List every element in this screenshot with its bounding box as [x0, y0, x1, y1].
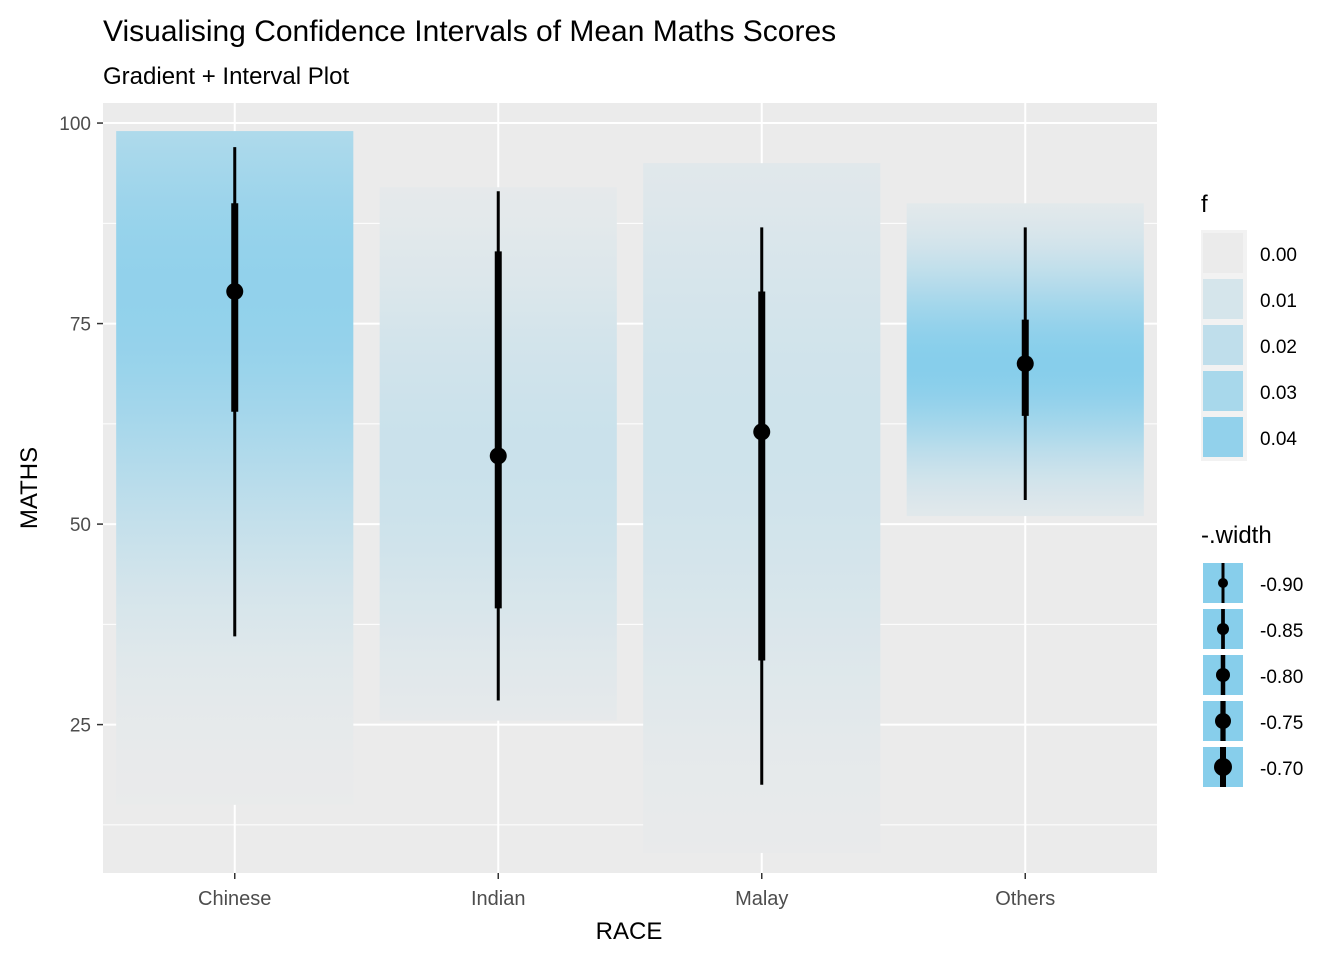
legend-width-point — [1217, 623, 1229, 635]
legend-fill-key — [1203, 233, 1243, 273]
x-tick-label: Chinese — [198, 888, 271, 910]
legend-fill-title: f — [1201, 191, 1208, 218]
y-tick-label: 75 — [70, 315, 91, 336]
legend-fill-label: 0.00 — [1260, 245, 1297, 266]
legend-width-point — [1215, 713, 1231, 729]
legend-fill-label: 0.03 — [1260, 383, 1297, 404]
legend-width-label: -0.75 — [1260, 713, 1303, 734]
legend-width-title: -.width — [1201, 522, 1272, 549]
point-estimate-indian — [489, 447, 507, 465]
legend-fill: f 0.00 0.01 0.02 0.03 0.04 — [1201, 191, 1297, 461]
point-estimate-malay — [753, 423, 771, 441]
x-tick-label: Others — [995, 888, 1055, 910]
point-estimate-chinese — [226, 282, 244, 300]
x-tick-label: Malay — [735, 888, 788, 910]
legend-width-label: -0.90 — [1260, 575, 1303, 596]
legend-width-point — [1216, 668, 1230, 682]
interval-marks — [226, 147, 1034, 785]
y-tick-label: 25 — [70, 716, 91, 737]
x-axis: Chinese Indian Malay Others — [198, 873, 1055, 910]
y-axis: 25 50 75 100 — [59, 114, 103, 737]
y-tick-label: 100 — [59, 114, 91, 135]
chart-title: Visualising Confidence Intervals of Mean… — [103, 15, 836, 48]
legend-width-label: -0.85 — [1260, 621, 1303, 642]
legend-fill-label: 0.02 — [1260, 337, 1297, 358]
point-estimate-others — [1016, 355, 1034, 373]
legend-width-label: -0.70 — [1260, 759, 1303, 780]
y-tick-label: 50 — [70, 515, 91, 536]
x-axis-title: RACE — [596, 918, 663, 945]
legend-width-label: -0.80 — [1260, 667, 1303, 688]
legend-width: -.width -0.90 -0.85 -0.80 -0.75 -0.70 — [1201, 522, 1303, 787]
legend-fill-key — [1203, 325, 1243, 365]
legend-fill-key — [1203, 371, 1243, 411]
legend-fill-label: 0.04 — [1260, 429, 1297, 450]
legend-width-point — [1218, 578, 1228, 588]
legend-fill-key — [1203, 417, 1243, 457]
legend-fill-key — [1203, 279, 1243, 319]
chart-subtitle: Gradient + Interval Plot — [103, 63, 349, 90]
x-tick-label: Indian — [471, 888, 526, 910]
y-axis-title: MATHS — [16, 447, 43, 529]
legend-width-point — [1214, 758, 1232, 776]
legend-fill-label: 0.01 — [1260, 291, 1297, 312]
